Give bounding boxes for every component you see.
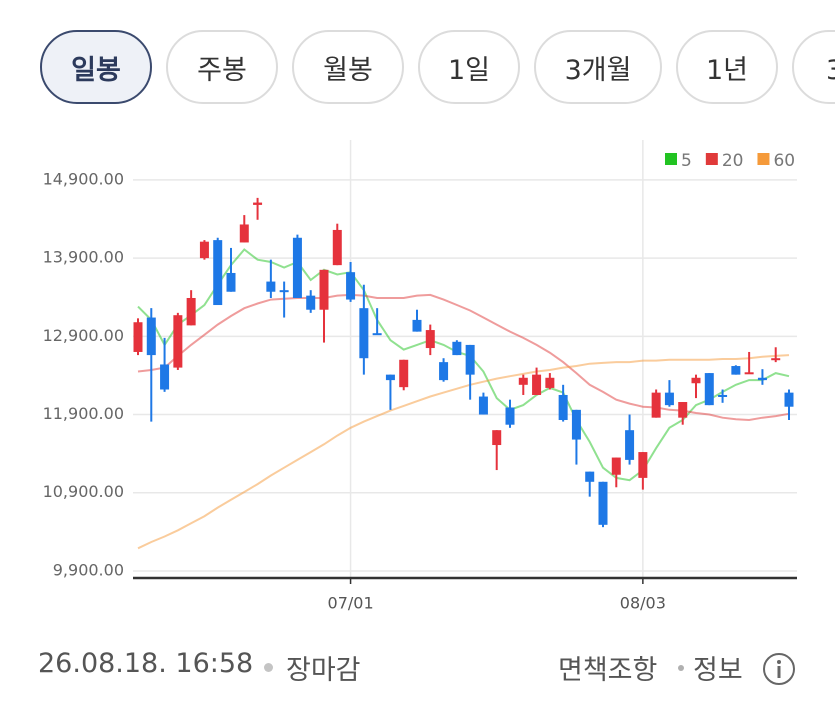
moving-average-line <box>137 293 790 422</box>
candle-body <box>478 396 488 415</box>
info-link[interactable]: 정보 <box>693 655 743 686</box>
y-tick-label: 14,900.00 <box>43 169 124 188</box>
moving-average-line <box>137 248 790 482</box>
y-tick-label: 13,900.00 <box>43 248 124 267</box>
candle-body <box>160 364 170 390</box>
candle-body <box>319 269 329 310</box>
candle-body <box>757 377 767 381</box>
candle-body <box>664 392 674 406</box>
candle-body <box>332 229 342 266</box>
candle-body <box>598 481 608 525</box>
separator-dot <box>678 665 684 671</box>
disclaimer-link[interactable]: 면책조항 <box>558 655 658 686</box>
legend-swatch <box>757 153 770 165</box>
market-status: 장마감 <box>286 655 361 686</box>
candle-body <box>545 377 555 388</box>
legend-label: 60 <box>773 151 795 171</box>
candle-body <box>359 308 369 359</box>
legend-label: 20 <box>722 151 744 171</box>
candle-body <box>213 240 223 306</box>
moving-average-line <box>137 354 790 550</box>
candle-body <box>465 344 475 375</box>
candle-body <box>346 272 356 300</box>
candle-body <box>744 372 754 375</box>
candle-body <box>638 452 648 478</box>
candle-body <box>532 374 542 395</box>
candle-body <box>425 330 435 349</box>
candle-body <box>385 374 395 381</box>
candle-body <box>678 402 688 418</box>
y-tick-label: 9,900.00 <box>53 560 124 579</box>
candle-body <box>253 202 263 205</box>
candle-body <box>266 281 276 292</box>
candle-body <box>625 430 635 460</box>
period-tab[interactable]: 주봉 <box>166 30 278 104</box>
candle-body <box>505 407 515 425</box>
period-tabs: 일봉주봉월봉1일3개월1년3년 <box>0 0 835 120</box>
candle-body <box>731 366 741 375</box>
candle-body <box>239 224 249 243</box>
candle-body <box>372 333 382 336</box>
x-tick-label: 07/01 <box>328 594 374 613</box>
period-tab[interactable]: 일봉 <box>40 30 152 104</box>
separator-dot <box>264 663 273 672</box>
period-tab[interactable]: 3개월 <box>534 30 662 104</box>
candle-body <box>133 322 143 352</box>
candle-body <box>558 394 568 421</box>
candle-body <box>399 359 409 388</box>
candle-body <box>452 341 462 356</box>
y-tick-label: 11,900.00 <box>43 404 124 423</box>
candle-body <box>173 315 183 368</box>
candle-body <box>439 362 449 381</box>
candle-body <box>784 392 794 407</box>
candle-body <box>585 471 595 482</box>
period-tab[interactable]: 1일 <box>418 30 520 104</box>
candle-body <box>518 377 528 385</box>
candle-body <box>651 392 661 418</box>
candle-body <box>492 430 502 446</box>
info-icon[interactable] <box>762 652 796 686</box>
candle-body <box>226 272 236 292</box>
candle-body <box>306 295 316 310</box>
candle-body <box>718 394 728 397</box>
candle-body <box>691 377 701 384</box>
candle-body <box>292 237 302 298</box>
legend-label: 5 <box>681 151 692 171</box>
period-tab[interactable]: 1년 <box>676 30 778 104</box>
candle-body <box>704 373 714 406</box>
candle-body <box>412 319 422 332</box>
y-tick-label: 12,900.00 <box>43 326 124 345</box>
candle-body <box>771 358 781 361</box>
candle-body <box>186 297 196 326</box>
candle-body <box>146 317 156 356</box>
chart: 9,900.00 10,900.00 11,900.00 12,900.00 13,90… <box>43 140 797 613</box>
candle-body <box>279 290 289 293</box>
candle-body <box>571 409 581 440</box>
candle-body <box>611 457 621 475</box>
candle-body <box>199 241 209 259</box>
timestamp: 26.08.18. 16:58 <box>38 648 254 679</box>
y-tick-label: 10,900.00 <box>43 482 124 501</box>
legend-swatch <box>705 153 718 165</box>
period-tab[interactable]: 월봉 <box>292 30 404 104</box>
legend-swatch <box>665 153 677 165</box>
x-tick-label: 08/03 <box>620 594 666 613</box>
